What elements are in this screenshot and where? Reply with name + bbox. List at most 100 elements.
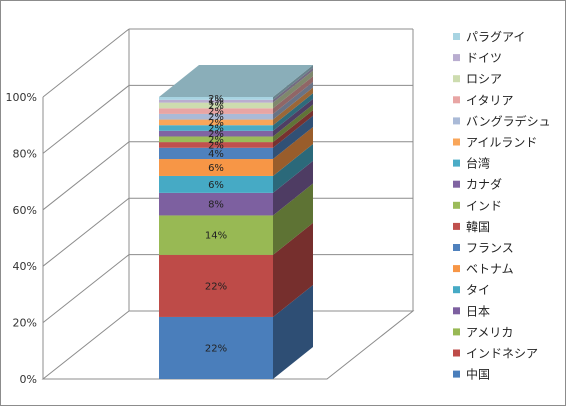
bar-segment-side xyxy=(273,183,313,255)
bar-segment-side xyxy=(273,70,313,109)
segment-label: 2% xyxy=(208,107,224,118)
legend-swatch xyxy=(453,244,460,251)
legend-label: 台湾 xyxy=(466,156,490,171)
legend-swatch xyxy=(453,180,460,188)
legend-swatch xyxy=(453,222,460,230)
bar-segment-side xyxy=(273,65,313,100)
legend-swatch xyxy=(453,286,460,294)
segment-label: 2% xyxy=(208,101,224,112)
bar-segment-side xyxy=(273,98,313,137)
bar-segment-front xyxy=(159,159,273,176)
gridline-side xyxy=(42,28,130,98)
segment-label: 6% xyxy=(208,180,224,191)
legend-swatch xyxy=(453,265,460,273)
legend-label: 韓国 xyxy=(466,220,490,234)
bar-segment-side xyxy=(273,87,313,126)
legend-label: パラグアイ xyxy=(466,30,525,44)
legend-label: ドイツ xyxy=(466,51,502,65)
bar-segment-side xyxy=(273,284,313,379)
segment-label: 2% xyxy=(208,135,224,146)
bar-segment-side xyxy=(273,93,313,131)
segment-label: 2% xyxy=(208,129,224,140)
legend-label: 中国 xyxy=(466,367,490,382)
bar-segment-front xyxy=(159,108,273,114)
gridline-side xyxy=(42,254,130,323)
bar-segment-front xyxy=(159,99,273,103)
bar-segment-side xyxy=(273,76,313,114)
bar-segment-front xyxy=(159,136,273,143)
segment-label: 2% xyxy=(208,118,224,129)
y-tick-label: 100% xyxy=(6,91,37,104)
legend-swatch xyxy=(453,159,460,167)
bar-segment-front xyxy=(159,147,273,160)
bar-segment-side xyxy=(273,81,313,120)
legend-label: ベトナム xyxy=(466,262,514,276)
bar-segment-side xyxy=(273,127,313,176)
y-tick-label: 60% xyxy=(13,204,37,217)
bar-segment-side xyxy=(273,222,313,317)
y-axis-ticks: 0% 20% 40% 60% 80% 100% xyxy=(6,91,37,386)
bar-segment-front xyxy=(159,192,273,216)
segment-label: 22% xyxy=(205,281,227,292)
legend-label: カナダ xyxy=(466,177,502,192)
gridline-side xyxy=(42,85,130,154)
legend-label: アメリカ xyxy=(466,325,513,339)
segment-label: 2% xyxy=(208,124,224,135)
bar-segment-front xyxy=(159,113,273,120)
legend-swatch xyxy=(453,349,460,357)
legend-swatch xyxy=(453,307,460,315)
bar-segment-front xyxy=(159,254,273,317)
segment-label: 8% xyxy=(208,200,224,211)
legend-label: イタリア xyxy=(466,93,514,107)
stacked-bar xyxy=(159,65,313,379)
bar-segment-side xyxy=(273,143,313,193)
legend-label: インドネシア xyxy=(466,347,538,361)
bar-segment-front xyxy=(159,130,273,137)
bar-segment-front xyxy=(159,316,273,379)
bar-top-face xyxy=(159,65,313,97)
y-tick-label: 0% xyxy=(20,373,37,386)
legend-swatch xyxy=(453,201,460,209)
legend-swatch xyxy=(453,54,460,62)
legend-swatch xyxy=(453,370,460,378)
legend-swatch xyxy=(453,33,460,40)
bar-segment-side xyxy=(273,104,313,143)
bar-segment-front xyxy=(159,125,273,131)
legend-swatch xyxy=(453,96,460,104)
legend-label: ロシア xyxy=(466,72,502,86)
legend-swatch xyxy=(453,75,460,83)
y-tick-label: 40% xyxy=(13,260,37,273)
segment-label: 22% xyxy=(205,343,227,354)
y-tick-label: 80% xyxy=(13,147,37,160)
bar-segment-front xyxy=(159,142,273,148)
legend-label: フランス xyxy=(466,241,514,255)
bar-segment-front xyxy=(159,97,273,100)
legend-swatch xyxy=(453,138,460,146)
legend-label: タイ xyxy=(466,283,490,297)
segment-label: 2% xyxy=(208,94,224,105)
legend-label: インド xyxy=(466,199,502,213)
legend-label: バングラデシュ xyxy=(466,113,551,128)
segment-label: 14% xyxy=(205,231,227,242)
legend-swatch xyxy=(453,328,460,336)
bar-segment-side xyxy=(273,67,313,103)
bar-segment-front xyxy=(159,119,273,126)
segment-label: 2% xyxy=(208,140,224,151)
bar-segment-side xyxy=(273,115,313,160)
segment-label: 2% xyxy=(208,112,224,123)
bar-segment-front xyxy=(159,175,273,193)
bar-segment-front xyxy=(159,102,273,109)
segment-labels: 22%22%14%8%6%6%4%2%2%2%2%2%2%2%2%1%2% xyxy=(205,94,227,355)
y-tick-label: 20% xyxy=(13,317,37,330)
segment-label: 1% xyxy=(208,97,224,108)
legend-label: 日本 xyxy=(466,304,490,318)
legend-label: アイルランド xyxy=(466,136,537,150)
legend-swatch xyxy=(453,117,460,125)
legend: パラグアイドイツロシアイタリアバングラデシュアイルランド台湾カナダインド韓国フラ… xyxy=(453,30,551,382)
segment-label: 4% xyxy=(208,149,224,160)
bar-segment-side xyxy=(273,110,313,148)
bar-segment-side xyxy=(273,160,313,216)
bar-segment-front xyxy=(159,215,273,255)
